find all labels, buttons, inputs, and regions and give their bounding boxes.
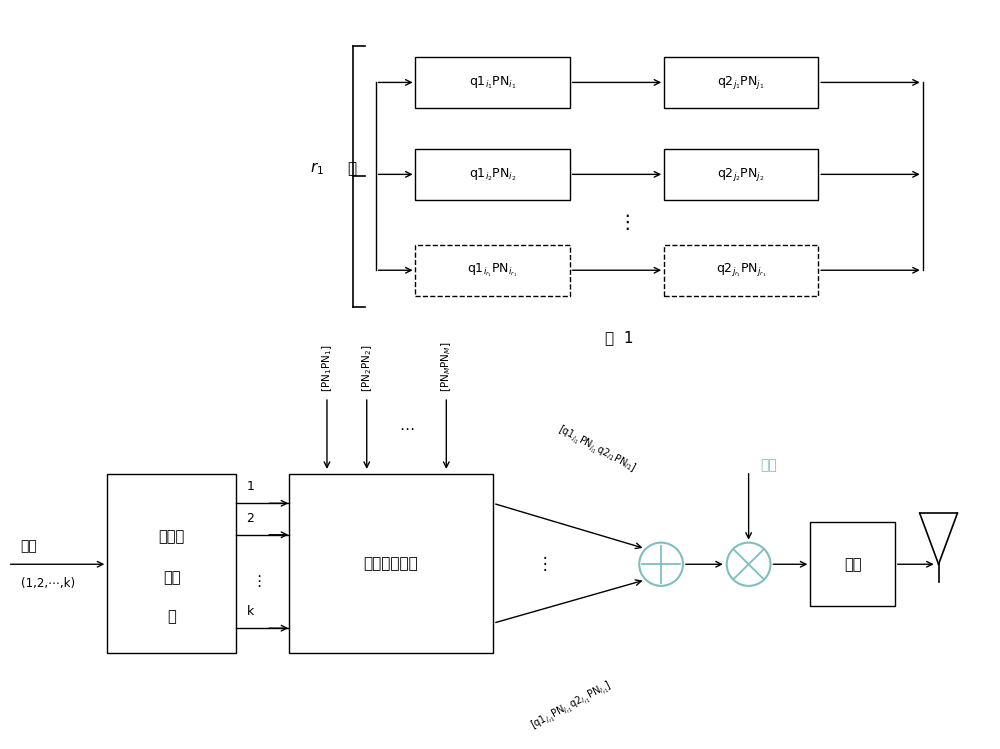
Text: q2$_{j_2}$PN$_{j_2}$: q2$_{j_2}$PN$_{j_2}$: [717, 166, 765, 183]
Text: ⋮: ⋮: [617, 213, 637, 231]
Bar: [107, 474, 236, 653]
Bar: [664, 245, 818, 296]
Text: 条: 条: [347, 161, 356, 176]
Text: [q1$_{j_{r1}}$PN$_{j_{r1}}$q2$_{l_{r1}}$PN$_{l_{r1}}$]: [q1$_{j_{r1}}$PN$_{j_{r1}}$q2$_{l_{r1}}$…: [528, 677, 614, 733]
Text: $r_1$: $r_1$: [310, 160, 324, 177]
Text: 图  1: 图 1: [605, 330, 634, 345]
Text: q2$_{j_1}$PN$_{j_1}$: q2$_{j_1}$PN$_{j_1}$: [717, 74, 765, 91]
Text: 器: 器: [167, 610, 176, 625]
Text: q1$_{i_1}$PN$_{i_1}$: q1$_{i_1}$PN$_{i_1}$: [469, 74, 516, 91]
Text: 数据算法映射: 数据算法映射: [364, 556, 418, 571]
Text: 放大: 放大: [844, 557, 861, 571]
Text: [q1$_{j_{l1}}$PN$_{j_{l1}}$q2$_{l1}$PN$_{l1}$]: [q1$_{j_{l1}}$PN$_{j_{l1}}$q2$_{l1}$PN$_…: [555, 422, 639, 476]
Text: ⋯: ⋯: [399, 422, 414, 437]
Text: k: k: [246, 605, 254, 619]
Text: 数据: 数据: [21, 539, 37, 554]
Text: q2$_{j_{r_1}}$PN$_{j_{r_1}}$: q2$_{j_{r_1}}$PN$_{j_{r_1}}$: [716, 261, 767, 279]
Bar: [415, 149, 570, 200]
Text: (1,2,⋯,k): (1,2,⋯,k): [21, 577, 75, 590]
Text: ⋮: ⋮: [536, 555, 553, 573]
Bar: [289, 474, 493, 653]
Text: 1: 1: [246, 480, 254, 494]
Bar: [664, 57, 818, 108]
Text: 载波: 载波: [761, 458, 777, 472]
Bar: [415, 57, 570, 108]
Text: q1$_{i_{r_1}}$PN$_{i_{r_1}}$: q1$_{i_{r_1}}$PN$_{i_{r_1}}$: [467, 261, 518, 279]
Text: [PN$_2$PN$_2$]: [PN$_2$PN$_2$]: [360, 345, 374, 392]
Text: [PN$_M$PN$_M$]: [PN$_M$PN$_M$]: [439, 342, 453, 392]
Text: 变换: 变换: [163, 570, 181, 585]
Text: q1$_{i_2}$PN$_{i_2}$: q1$_{i_2}$PN$_{i_2}$: [469, 166, 516, 183]
Bar: [810, 523, 895, 606]
Bar: [664, 149, 818, 200]
Bar: [415, 245, 570, 296]
Text: [PN$_1$PN$_1$]: [PN$_1$PN$_1$]: [320, 345, 334, 392]
Text: 2: 2: [246, 512, 254, 525]
Text: ⋮: ⋮: [251, 574, 266, 589]
Text: 串－并: 串－并: [159, 529, 185, 544]
